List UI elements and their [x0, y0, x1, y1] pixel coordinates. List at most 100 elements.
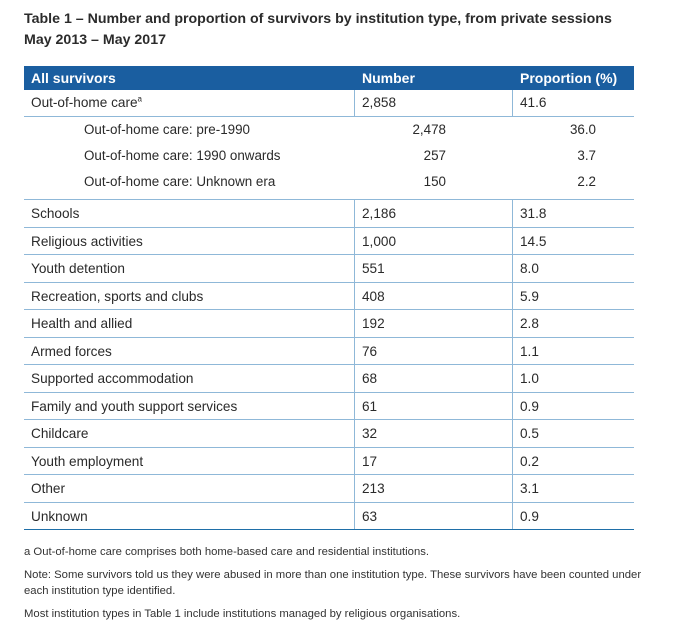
header-proportion: Proportion (%) [520, 70, 618, 86]
row-label: Health and allied [31, 316, 133, 331]
row-number: 213 [362, 481, 385, 496]
table-row: Health and allied 192 2.8 [24, 310, 634, 338]
column-divider [354, 502, 355, 529]
row-number: 551 [362, 261, 385, 276]
sub-row-proportion: 2.2 [577, 174, 596, 189]
table-row: Recreation, sports and clubs 408 5.9 [24, 282, 634, 310]
column-divider [512, 255, 513, 282]
sub-row-proportion: 36.0 [569, 122, 596, 137]
out-of-home-care-subgroup: Out-of-home care: pre-1990 2,478 36.0 Ou… [24, 117, 634, 200]
row-label: Other [31, 481, 65, 496]
column-divider [512, 365, 513, 392]
table-header-row: All survivors Number Proportion (%) [24, 66, 634, 90]
row-label: Schools [31, 206, 80, 221]
row-label: Supported accommodation [31, 371, 194, 386]
column-divider [354, 310, 355, 337]
column-divider [512, 90, 513, 116]
column-divider [354, 337, 355, 364]
column-divider [512, 502, 513, 529]
column-divider [354, 475, 355, 502]
table-title: Table 1 – Number and proportion of survi… [24, 9, 664, 51]
table-row: Other 213 3.1 [24, 475, 634, 503]
row-label: Family and youth support services [31, 398, 238, 414]
sub-row-label: Out-of-home care: Unknown era [84, 174, 276, 189]
table-row: Youth detention 551 8.0 [24, 255, 634, 283]
column-divider [354, 200, 355, 227]
row-proportion: 14.5 [520, 233, 547, 249]
row-proportion: 8.0 [520, 261, 539, 276]
row-label: Recreation, sports and clubs [31, 288, 204, 304]
table-row-ohc-pre-1990: Out-of-home care: pre-1990 2,478 36.0 [24, 117, 634, 143]
note-multiple-institutions: Note: Some survivors told us they were a… [24, 569, 642, 597]
row-label-text: Out-of-home care [31, 95, 138, 110]
column-divider [512, 420, 513, 447]
sub-row-proportion: 3.7 [577, 148, 596, 163]
row-label: Youth detention [31, 261, 125, 276]
table-row: Schools 2,186 31.8 [24, 200, 634, 228]
column-divider [512, 310, 513, 337]
row-proportion: 31.8 [520, 206, 547, 221]
sub-row-number: 2,478 [412, 122, 446, 137]
table-row: Religious activities 1,000 14.5 [24, 227, 634, 255]
table-notes: a Out-of-home care comprises both home-b… [24, 544, 664, 629]
column-divider [354, 420, 355, 447]
column-divider [354, 90, 355, 116]
column-divider [512, 392, 513, 419]
row-proportion: 41.6 [520, 95, 547, 110]
row-number: 408 [362, 288, 385, 304]
row-number: 63 [362, 508, 378, 524]
footnote-a: a Out-of-home care comprises both home-b… [24, 546, 430, 558]
header-number: Number [362, 70, 415, 86]
column-divider [512, 200, 513, 227]
row-number: 17 [362, 453, 378, 469]
sub-row-number: 150 [423, 174, 446, 189]
table-row: Youth employment 17 0.2 [24, 447, 634, 475]
row-proportion: 0.9 [520, 398, 539, 414]
table-row: Family and youth support services 61 0.9 [24, 392, 634, 420]
row-number: 32 [362, 426, 378, 441]
row-number: 68 [362, 371, 378, 386]
table-row: Supported accommodation 68 1.0 [24, 365, 634, 393]
row-number: 61 [362, 398, 378, 414]
row-proportion: 0.2 [520, 453, 539, 469]
row-label: Out-of-home carea [31, 95, 142, 110]
column-divider [512, 475, 513, 502]
column-divider [512, 337, 513, 364]
column-divider [354, 282, 355, 309]
row-number: 2,858 [362, 95, 397, 110]
table-row-out-of-home-care: Out-of-home carea 2,858 41.6 [24, 90, 634, 117]
column-divider [354, 447, 355, 474]
column-divider [354, 365, 355, 392]
note-religious-organisations: Most institution types in Table 1 includ… [24, 608, 461, 620]
row-number: 76 [362, 343, 378, 359]
row-label: Childcare [31, 426, 89, 441]
column-divider [512, 227, 513, 254]
column-divider [512, 282, 513, 309]
table-title-line-2: May 2013 – May 2017 [24, 32, 166, 48]
row-proportion: 0.9 [520, 508, 539, 524]
header-all-survivors: All survivors [31, 70, 116, 86]
column-divider [354, 255, 355, 282]
row-proportion: 5.9 [520, 288, 539, 304]
table-body-rows: Schools 2,186 31.8 Religious activities 1,00… [24, 200, 634, 529]
row-number: 192 [362, 316, 385, 331]
sub-row-label: Out-of-home care: pre-1990 [84, 122, 250, 137]
row-number: 1,000 [362, 233, 397, 249]
row-proportion: 2.8 [520, 316, 539, 331]
survivors-table: All survivors Number Proportion (%) Out-… [24, 66, 634, 530]
table-row: Unknown 63 0.9 [24, 502, 634, 529]
row-number: 2,186 [362, 206, 397, 221]
row-proportion: 1.0 [520, 371, 539, 386]
table-row: Childcare 32 0.5 [24, 420, 634, 448]
row-label: Armed forces [31, 343, 112, 359]
sub-row-number: 257 [423, 148, 446, 163]
table-title-line-1: Table 1 – Number and proportion of survi… [24, 11, 612, 27]
row-label: Religious activities [31, 233, 143, 249]
column-divider [512, 447, 513, 474]
table-row: Armed forces 76 1.1 [24, 337, 634, 365]
sub-row-label: Out-of-home care: 1990 onwards [84, 148, 281, 163]
footnote-marker-a: a [137, 94, 142, 104]
row-proportion: 1.1 [520, 343, 539, 359]
row-proportion: 0.5 [520, 426, 539, 441]
column-divider [354, 227, 355, 254]
